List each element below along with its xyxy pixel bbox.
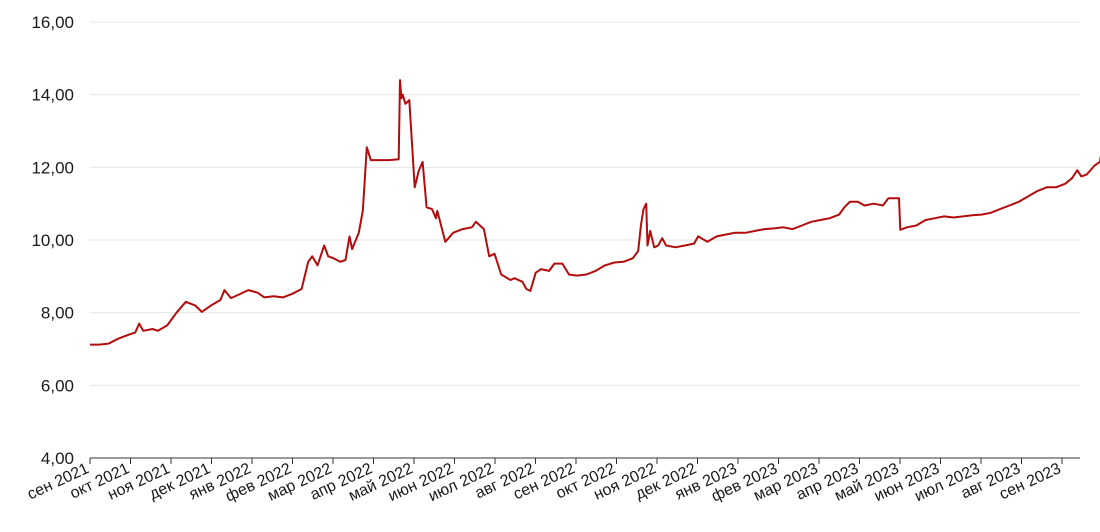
series-line <box>90 79 1100 346</box>
x-axis-ticks <box>89 458 1063 464</box>
y-tick-label: 12,00 <box>31 158 74 177</box>
gridlines <box>90 21 1080 386</box>
y-tick-label: 6,00 <box>41 376 74 395</box>
y-tick-label: 14,00 <box>31 86 74 105</box>
y-tick-label: 16,00 <box>31 13 74 32</box>
y-tick-label: 10,00 <box>31 231 74 250</box>
y-axis-labels: 4,00 6,00 8,00 10,00 12,00 14,00 16,00 <box>31 13 74 468</box>
y-tick-label: 8,00 <box>41 304 74 323</box>
y-tick-label: 4,00 <box>41 449 74 468</box>
